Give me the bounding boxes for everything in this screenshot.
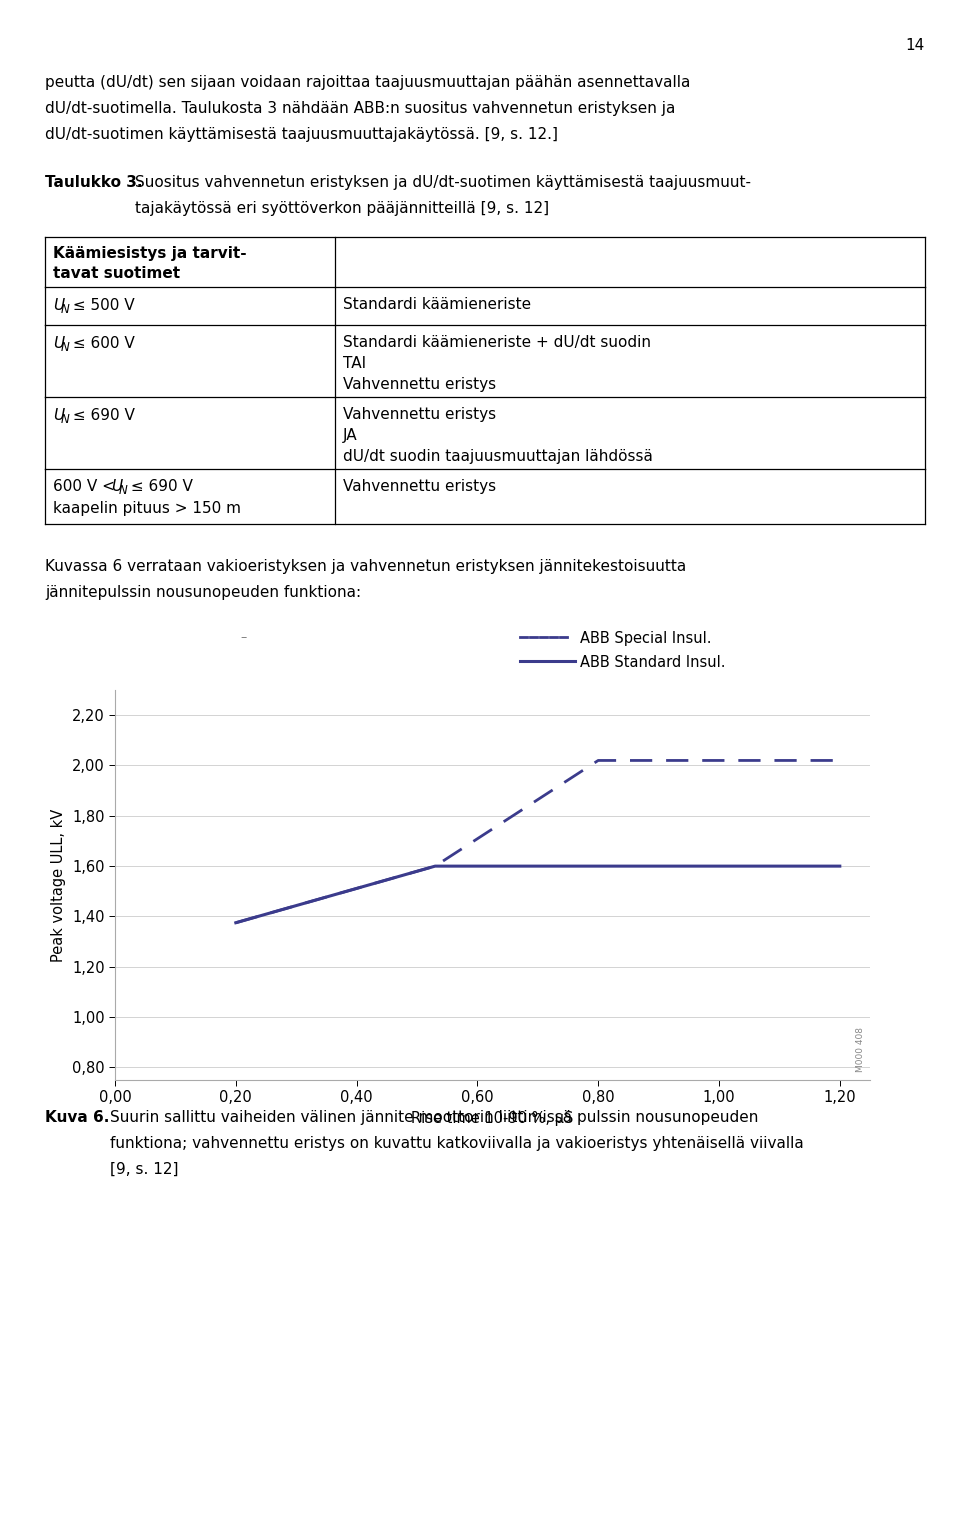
Y-axis label: Peak voltage ULL, kV: Peak voltage ULL, kV <box>51 808 66 962</box>
Text: funktiona; vahvennettu eristys on kuvattu katkoviivalla ja vakioeristys yhtenäis: funktiona; vahvennettu eristys on kuvatt… <box>110 1136 804 1151</box>
Text: U: U <box>111 480 122 493</box>
Text: peutta (dU/dt) sen sijaan voidaan rajoittaa taajuusmuuttajan päähän asennettaval: peutta (dU/dt) sen sijaan voidaan rajoit… <box>45 75 690 91</box>
Text: Standardi käämieneriste: Standardi käämieneriste <box>343 297 531 312</box>
Text: JA: JA <box>343 427 358 443</box>
Text: M000 408: M000 408 <box>856 1027 866 1073</box>
Text: 600 V <: 600 V < <box>53 480 120 493</box>
Text: Suositus vahvennetun eristyksen ja dU/dt-suotimen käyttämisestä taajuusmuut-: Suositus vahvennetun eristyksen ja dU/dt… <box>135 175 751 191</box>
Text: ABB Standard Insul.: ABB Standard Insul. <box>580 655 726 670</box>
Text: ≤ 690 V: ≤ 690 V <box>126 480 193 493</box>
Text: Kuva 6.: Kuva 6. <box>45 1110 109 1125</box>
Text: N: N <box>61 413 70 426</box>
X-axis label: Rise time 10-90 %, μS: Rise time 10-90 %, μS <box>411 1111 574 1127</box>
Text: Vahvennettu eristys: Vahvennettu eristys <box>343 480 496 493</box>
Text: dU/dt-suotimella. Taulukosta 3 nähdään ABB:n suositus vahvennetun eristyksen ja: dU/dt-suotimella. Taulukosta 3 nähdään A… <box>45 101 676 115</box>
Text: ABB Special Insul.: ABB Special Insul. <box>580 632 711 646</box>
Text: U: U <box>53 407 64 423</box>
Text: N: N <box>119 484 128 496</box>
Text: Kuvassa 6 verrataan vakioeristyksen ja vahvennetun eristyksen jännitekestoisuutt: Kuvassa 6 verrataan vakioeristyksen ja v… <box>45 559 686 573</box>
Text: dU/dt suodin taajuusmuuttajan lähdössä: dU/dt suodin taajuusmuuttajan lähdössä <box>343 449 653 464</box>
Text: Käämiesistys ja tarvit-: Käämiesistys ja tarvit- <box>53 246 247 261</box>
Text: kaapelin pituus > 150 m: kaapelin pituus > 150 m <box>53 501 241 516</box>
Text: Suurin sallittu vaiheiden välinen jännite moottorin liittimissä pulssin nousunop: Suurin sallittu vaiheiden välinen jännit… <box>110 1110 758 1125</box>
Text: Taulukko 3.: Taulukko 3. <box>45 175 142 191</box>
Text: U: U <box>53 337 64 350</box>
Text: [9, s. 12]: [9, s. 12] <box>110 1162 179 1177</box>
Text: jännitepulssin nousunopeuden funktiona:: jännitepulssin nousunopeuden funktiona: <box>45 586 361 599</box>
Text: N: N <box>61 303 70 317</box>
Text: N: N <box>61 341 70 354</box>
Text: dU/dt-suotimen käyttämisestä taajuusmuuttajakäytössä. [9, s. 12.]: dU/dt-suotimen käyttämisestä taajuusmuut… <box>45 128 558 141</box>
Text: tavat suotimet: tavat suotimet <box>53 266 180 281</box>
Text: ≤ 600 V: ≤ 600 V <box>68 337 134 350</box>
Text: TAI: TAI <box>343 357 366 370</box>
Text: tajakäytössä eri syöttöverkon pääjännitteillä [9, s. 12]: tajakäytössä eri syöttöverkon pääjännitt… <box>135 201 549 217</box>
Text: ≤ 690 V: ≤ 690 V <box>68 407 134 423</box>
Text: 14: 14 <box>905 38 925 52</box>
Text: ≤ 500 V: ≤ 500 V <box>68 298 134 314</box>
Text: Vahvennettu eristys: Vahvennettu eristys <box>343 377 496 392</box>
Text: Standardi käämieneriste + dU/dt suodin: Standardi käämieneriste + dU/dt suodin <box>343 335 651 350</box>
Text: U: U <box>53 298 64 314</box>
Text: Vahvennettu eristys: Vahvennettu eristys <box>343 407 496 423</box>
Text: –: – <box>240 632 247 644</box>
